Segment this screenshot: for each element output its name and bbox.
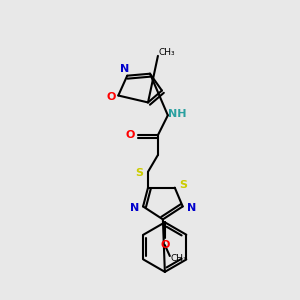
Text: N: N — [120, 64, 129, 74]
Text: O: O — [160, 240, 170, 250]
Text: N: N — [130, 203, 139, 214]
Text: CH₃: CH₃ — [158, 48, 175, 57]
Text: NH: NH — [169, 109, 187, 119]
Text: S: S — [135, 168, 143, 178]
Text: CH₃: CH₃ — [170, 254, 187, 263]
Text: S: S — [180, 180, 188, 190]
Text: O: O — [107, 92, 116, 103]
Text: N: N — [187, 203, 196, 214]
Text: O: O — [125, 130, 135, 140]
